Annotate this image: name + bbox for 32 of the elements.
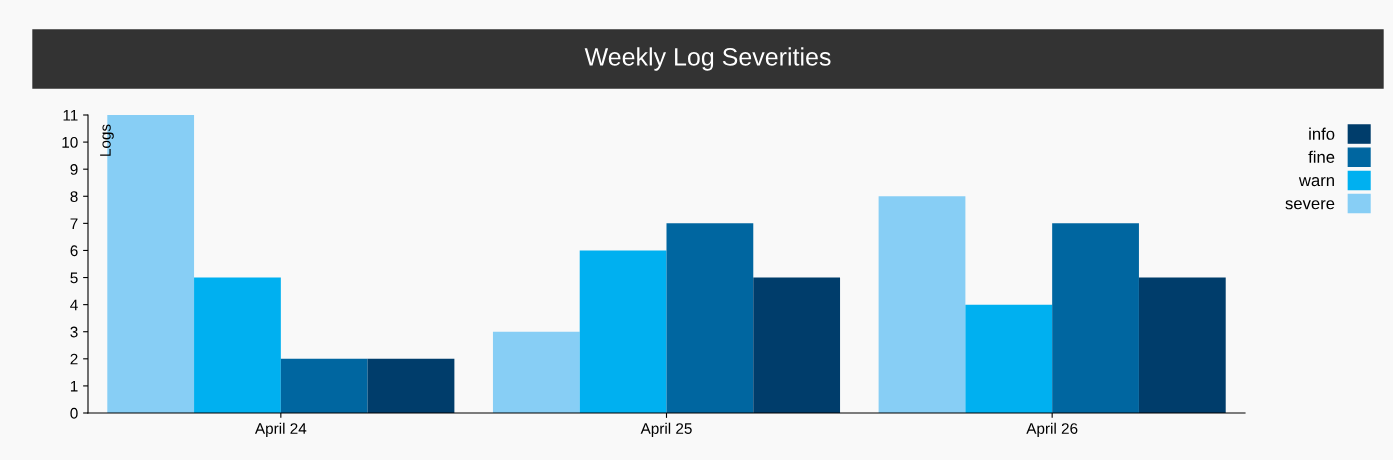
y-tick-label: 1	[70, 380, 78, 392]
legend-label: info	[1309, 127, 1335, 140]
bar	[1052, 223, 1139, 413]
x-tick-label: April 26	[1026, 422, 1078, 437]
y-tick-label: 6	[70, 245, 78, 257]
y-tick-label: 5	[70, 272, 78, 284]
y-tick-label: 7	[70, 218, 78, 229]
bar	[492, 331, 580, 413]
bar	[194, 277, 281, 413]
chart-title: Weekly Log Severities	[584, 47, 831, 71]
bar	[280, 358, 368, 413]
bar	[1138, 277, 1226, 413]
legend-label: fine	[1308, 150, 1335, 163]
x-tick-label: April 25	[640, 422, 692, 437]
y-tick-label: 8	[70, 191, 78, 202]
legend-label: severe	[1285, 200, 1335, 210]
x-tick-label: April 24	[254, 422, 307, 437]
y-axis-title: Logs	[100, 124, 114, 156]
legend-label: warn	[1298, 177, 1334, 187]
bar	[753, 277, 841, 413]
y-tick-label: 0	[70, 407, 78, 419]
y-tick-label: 4	[70, 299, 78, 311]
bar	[579, 250, 667, 413]
y-tick-label: 10	[62, 136, 78, 148]
y-tick-label: 9	[70, 164, 78, 175]
bar	[367, 358, 455, 413]
y-tick-label: 3	[70, 326, 78, 338]
y-tick-label: 11	[63, 110, 78, 121]
bar	[878, 196, 966, 413]
y-tick-label: 2	[70, 353, 78, 365]
bar	[666, 223, 754, 413]
bar	[965, 304, 1053, 413]
